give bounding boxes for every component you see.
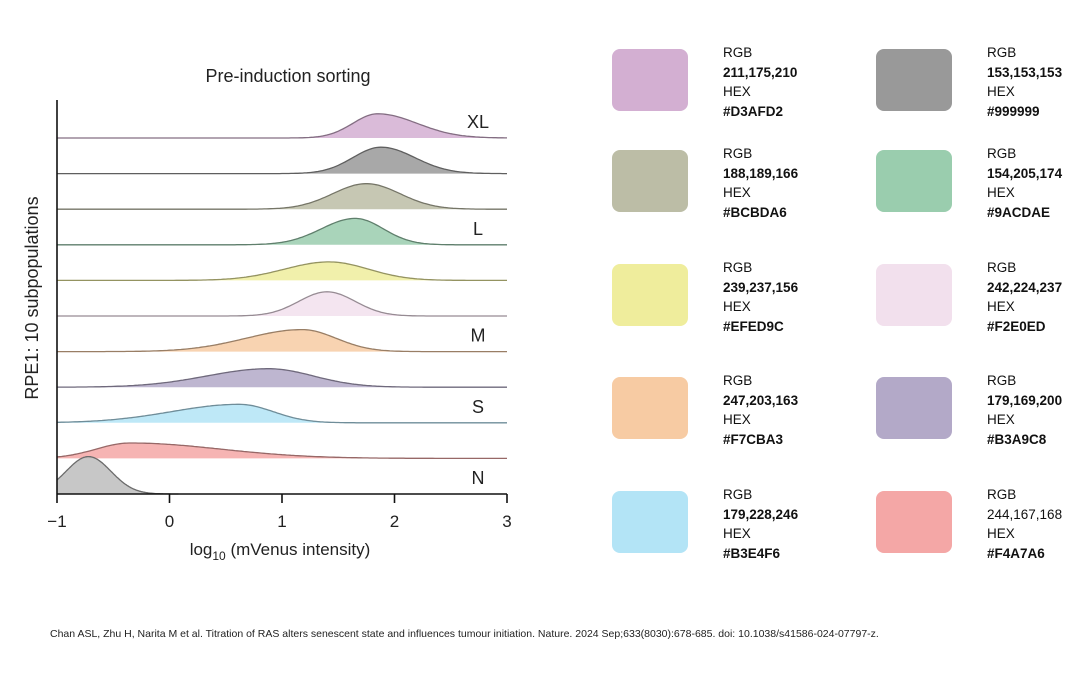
rgb-label: RGB bbox=[723, 373, 753, 388]
swatch-olive bbox=[612, 150, 688, 212]
rgb-value: 247,203,163 bbox=[723, 392, 799, 408]
ridge-fill-band-5 bbox=[57, 261, 507, 281]
swatch-info-olive: RGB 188,189,166 HEX #BCBDA6 bbox=[723, 144, 798, 222]
hex-value: #B3A9C8 bbox=[987, 431, 1047, 447]
rgb-label: RGB bbox=[987, 45, 1017, 60]
ridge-label-s: S bbox=[472, 397, 484, 417]
hex-value: #EFED9C bbox=[723, 318, 784, 334]
citation: Chan ASL, Zhu H, Narita M et al. Titrati… bbox=[50, 628, 879, 640]
x-tick-label: 3 bbox=[502, 512, 511, 531]
ridge-label-n: N bbox=[472, 468, 485, 488]
ridge-fill-band-3 bbox=[57, 183, 507, 210]
ridge-line-s bbox=[57, 403, 507, 424]
hex-label: HEX bbox=[723, 185, 751, 200]
chart-title: Pre-induction sorting bbox=[205, 66, 370, 86]
ridge-line-band-3 bbox=[57, 183, 507, 210]
ridge-line-xl bbox=[57, 113, 507, 139]
rgb-label: RGB bbox=[723, 146, 753, 161]
swatch-info-gray: RGB 153,153,153 HEX #999999 bbox=[987, 43, 1062, 121]
swatch-info-yellow: RGB 239,237,156 HEX #EFED9C bbox=[723, 258, 798, 336]
rgb-value: 188,189,166 bbox=[723, 165, 799, 181]
hex-label: HEX bbox=[987, 299, 1015, 314]
rgb-value: 179,169,200 bbox=[987, 392, 1063, 408]
rgb-label: RGB bbox=[723, 45, 753, 60]
hex-value: #9ACDAE bbox=[987, 204, 1051, 220]
ridge-fill-band-6 bbox=[57, 291, 507, 316]
ridge-fill-band-10 bbox=[57, 443, 507, 459]
swatch-purple bbox=[612, 49, 688, 111]
ridge-line-band-5 bbox=[57, 261, 507, 282]
hex-label: HEX bbox=[723, 412, 751, 427]
hex-label: HEX bbox=[987, 185, 1015, 200]
hex-value: #F7CBA3 bbox=[723, 431, 784, 447]
hex-label: HEX bbox=[987, 84, 1015, 99]
rgb-label: RGB bbox=[987, 487, 1017, 502]
swatch-info-purple: RGB 211,175,210 HEX #D3AFD2 bbox=[723, 43, 797, 121]
swatch-green bbox=[876, 150, 952, 212]
rgb-value: 179,228,246 bbox=[723, 506, 799, 522]
hex-value: #F2E0ED bbox=[987, 318, 1046, 334]
rgb-label: RGB bbox=[987, 146, 1017, 161]
rgb-label: RGB bbox=[723, 487, 753, 502]
ridge-fill-n bbox=[57, 456, 179, 494]
x-axis-label: log10 (mVenus intensity) bbox=[190, 540, 371, 563]
hex-label: HEX bbox=[723, 84, 751, 99]
x-tick-label: 1 bbox=[277, 512, 286, 531]
hex-value: #D3AFD2 bbox=[723, 103, 784, 119]
swatch-info-salmon: RGB 244,167,168 HEX #F4A7A6 bbox=[987, 485, 1062, 563]
ridge-line-band-10 bbox=[56, 442, 507, 460]
ridgeline-chart: Pre-induction sorting XL L M S N −1 0 1 2 3 log1… bbox=[22, 66, 512, 563]
hex-label: HEX bbox=[987, 526, 1015, 541]
ridge-line-m bbox=[57, 328, 507, 353]
swatch-orange bbox=[612, 377, 688, 439]
rgb-value: 242,224,237 bbox=[987, 279, 1063, 295]
ridge-fill-band-8 bbox=[57, 368, 507, 388]
ridge-fill-s bbox=[57, 404, 507, 423]
rgb-value: 244,167,168 bbox=[987, 506, 1063, 522]
ridge-fill-band-2 bbox=[57, 147, 507, 174]
rgb-value: 239,237,156 bbox=[723, 279, 799, 295]
swatch-light-pink bbox=[876, 264, 952, 326]
ridge-fill-xl bbox=[57, 113, 507, 138]
ridge-label-l: L bbox=[473, 219, 483, 239]
swatch-info-light-blue: RGB 179,228,246 HEX #B3E4F6 bbox=[723, 485, 798, 563]
rgb-label: RGB bbox=[987, 373, 1017, 388]
swatch-gray bbox=[876, 49, 952, 111]
ridge-line-band-2 bbox=[57, 146, 507, 175]
swatch-info-lavender: RGB 179,169,200 HEX #B3A9C8 bbox=[987, 371, 1062, 449]
hex-label: HEX bbox=[723, 299, 751, 314]
hex-value: #F4A7A6 bbox=[987, 545, 1045, 561]
rgb-label: RGB bbox=[723, 260, 753, 275]
swatch-info-orange: RGB 247,203,163 HEX #F7CBA3 bbox=[723, 371, 798, 449]
hex-value: #BCBDA6 bbox=[723, 204, 787, 220]
swatch-salmon bbox=[876, 491, 952, 553]
ridge-label-xl: XL bbox=[467, 112, 489, 132]
hex-value: #999999 bbox=[987, 103, 1040, 119]
swatch-light-blue bbox=[612, 491, 688, 553]
hex-value: #B3E4F6 bbox=[723, 545, 781, 561]
x-tick-label: 0 bbox=[165, 512, 174, 531]
swatch-yellow bbox=[612, 264, 688, 326]
ridge-line-l bbox=[57, 217, 507, 246]
ridge-line-band-6 bbox=[57, 291, 507, 317]
ridge-label-m: M bbox=[471, 326, 486, 346]
ridge-fill-l bbox=[57, 218, 507, 245]
hex-label: HEX bbox=[987, 412, 1015, 427]
x-tick-label: −1 bbox=[47, 512, 66, 531]
swatch-info-green: RGB 154,205,174 HEX #9ACDAE bbox=[987, 144, 1062, 222]
hex-label: HEX bbox=[723, 526, 751, 541]
ridge-line-band-8 bbox=[57, 368, 507, 388]
x-tick-label: 2 bbox=[390, 512, 399, 531]
rgb-label: RGB bbox=[987, 260, 1017, 275]
rgb-value: 211,175,210 bbox=[723, 64, 798, 80]
swatch-info-light-pink: RGB 242,224,237 HEX #F2E0ED bbox=[987, 258, 1062, 336]
rgb-value: 154,205,174 bbox=[987, 165, 1063, 181]
rgb-value: 153,153,153 bbox=[987, 64, 1063, 80]
y-axis-label: RPE1: 10 subpopulations bbox=[22, 196, 42, 399]
swatch-lavender bbox=[876, 377, 952, 439]
ridge-fill-m bbox=[57, 329, 507, 352]
